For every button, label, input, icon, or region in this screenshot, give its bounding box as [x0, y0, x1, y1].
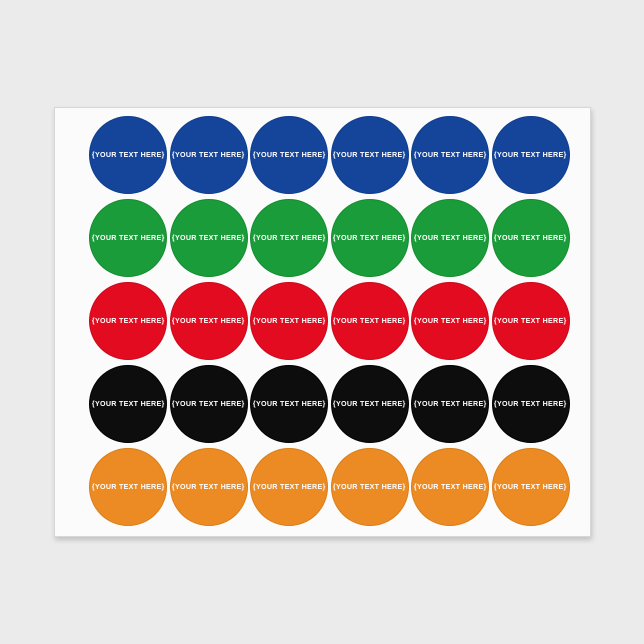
- sticker-blue-4[interactable]: {YOUR TEXT HERE}: [330, 116, 409, 194]
- sticker-red-5[interactable]: {YOUR TEXT HERE}: [411, 282, 489, 360]
- sticker-label: {YOUR TEXT HERE}: [494, 482, 567, 492]
- sticker-grid: {YOUR TEXT HERE} {YOUR TEXT HERE} {YOUR TE…: [89, 116, 570, 531]
- sticker-green-1[interactable]: {YOUR TEXT HERE}: [89, 199, 167, 277]
- sticker-label: {YOUR TEXT HERE}: [252, 399, 326, 409]
- sticker-black-5[interactable]: {YOUR TEXT HERE}: [411, 365, 489, 443]
- sticker-label: {YOUR TEXT HERE}: [91, 399, 165, 409]
- sticker-red-4[interactable]: {YOUR TEXT HERE}: [330, 282, 409, 360]
- sticker-red-2[interactable]: {YOUR TEXT HERE}: [169, 282, 248, 360]
- sticker-label: {YOUR TEXT HERE}: [413, 399, 487, 409]
- sticker-label: {YOUR TEXT HERE}: [333, 316, 406, 326]
- sticker-label: {YOUR TEXT HERE}: [172, 233, 245, 243]
- sticker-label: {YOUR TEXT HERE}: [252, 316, 326, 326]
- sticker-label: {YOUR TEXT HERE}: [494, 150, 567, 160]
- sticker-label: {YOUR TEXT HERE}: [91, 316, 165, 326]
- sticker-label: {YOUR TEXT HERE}: [91, 150, 165, 160]
- sticker-label: {YOUR TEXT HERE}: [494, 399, 567, 409]
- sticker-blue-6[interactable]: {YOUR TEXT HERE}: [491, 116, 570, 194]
- sticker-label: {YOUR TEXT HERE}: [252, 233, 326, 243]
- sticker-row-blue: {YOUR TEXT HERE} {YOUR TEXT HERE} {YOUR TE…: [89, 116, 570, 194]
- sticker-green-6[interactable]: {YOUR TEXT HERE}: [491, 199, 570, 277]
- sticker-orange-3[interactable]: {YOUR TEXT HERE}: [250, 448, 328, 526]
- sticker-label: {YOUR TEXT HERE}: [333, 482, 406, 492]
- sticker-blue-1[interactable]: {YOUR TEXT HERE}: [89, 116, 167, 194]
- sticker-row-orange: {YOUR TEXT HERE} {YOUR TEXT HERE} {YOUR TE…: [89, 448, 570, 526]
- sticker-label: {YOUR TEXT HERE}: [333, 150, 406, 160]
- sticker-row-red: {YOUR TEXT HERE} {YOUR TEXT HERE} {YOUR TE…: [89, 282, 570, 360]
- sticker-row-black: {YOUR TEXT HERE} {YOUR TEXT HERE} {YOUR TE…: [89, 365, 570, 443]
- sticker-blue-3[interactable]: {YOUR TEXT HERE}: [250, 116, 328, 194]
- sticker-sheet: {YOUR TEXT HERE} {YOUR TEXT HERE} {YOUR TE…: [54, 107, 591, 537]
- sticker-row-green: {YOUR TEXT HERE} {YOUR TEXT HERE} {YOUR TE…: [89, 199, 570, 277]
- sticker-label: {YOUR TEXT HERE}: [494, 233, 567, 243]
- sticker-blue-2[interactable]: {YOUR TEXT HERE}: [169, 116, 248, 194]
- sticker-green-5[interactable]: {YOUR TEXT HERE}: [411, 199, 489, 277]
- sticker-black-4[interactable]: {YOUR TEXT HERE}: [330, 365, 409, 443]
- sticker-label: {YOUR TEXT HERE}: [172, 482, 245, 492]
- sticker-label: {YOUR TEXT HERE}: [91, 482, 165, 492]
- sticker-label: {YOUR TEXT HERE}: [91, 233, 165, 243]
- sticker-orange-4[interactable]: {YOUR TEXT HERE}: [330, 448, 409, 526]
- sticker-black-1[interactable]: {YOUR TEXT HERE}: [89, 365, 167, 443]
- sticker-label: {YOUR TEXT HERE}: [172, 316, 245, 326]
- sticker-label: {YOUR TEXT HERE}: [252, 482, 326, 492]
- sticker-orange-6[interactable]: {YOUR TEXT HERE}: [491, 448, 570, 526]
- sticker-blue-5[interactable]: {YOUR TEXT HERE}: [411, 116, 489, 194]
- sticker-label: {YOUR TEXT HERE}: [252, 150, 326, 160]
- sticker-orange-5[interactable]: {YOUR TEXT HERE}: [411, 448, 489, 526]
- sticker-red-1[interactable]: {YOUR TEXT HERE}: [89, 282, 167, 360]
- sticker-black-3[interactable]: {YOUR TEXT HERE}: [250, 365, 328, 443]
- sticker-label: {YOUR TEXT HERE}: [333, 233, 406, 243]
- sticker-red-3[interactable]: {YOUR TEXT HERE}: [250, 282, 328, 360]
- sticker-label: {YOUR TEXT HERE}: [172, 399, 245, 409]
- sticker-label: {YOUR TEXT HERE}: [494, 316, 567, 326]
- sticker-green-2[interactable]: {YOUR TEXT HERE}: [169, 199, 248, 277]
- sticker-red-6[interactable]: {YOUR TEXT HERE}: [491, 282, 570, 360]
- sticker-label: {YOUR TEXT HERE}: [413, 482, 487, 492]
- sticker-black-2[interactable]: {YOUR TEXT HERE}: [169, 365, 248, 443]
- sticker-label: {YOUR TEXT HERE}: [333, 399, 406, 409]
- sticker-label: {YOUR TEXT HERE}: [413, 316, 487, 326]
- sticker-black-6[interactable]: {YOUR TEXT HERE}: [491, 365, 570, 443]
- sticker-label: {YOUR TEXT HERE}: [172, 150, 245, 160]
- sticker-green-3[interactable]: {YOUR TEXT HERE}: [250, 199, 328, 277]
- sticker-orange-2[interactable]: {YOUR TEXT HERE}: [169, 448, 248, 526]
- sticker-green-4[interactable]: {YOUR TEXT HERE}: [330, 199, 409, 277]
- sticker-label: {YOUR TEXT HERE}: [413, 233, 487, 243]
- sticker-orange-1[interactable]: {YOUR TEXT HERE}: [89, 448, 167, 526]
- sticker-label: {YOUR TEXT HERE}: [413, 150, 487, 160]
